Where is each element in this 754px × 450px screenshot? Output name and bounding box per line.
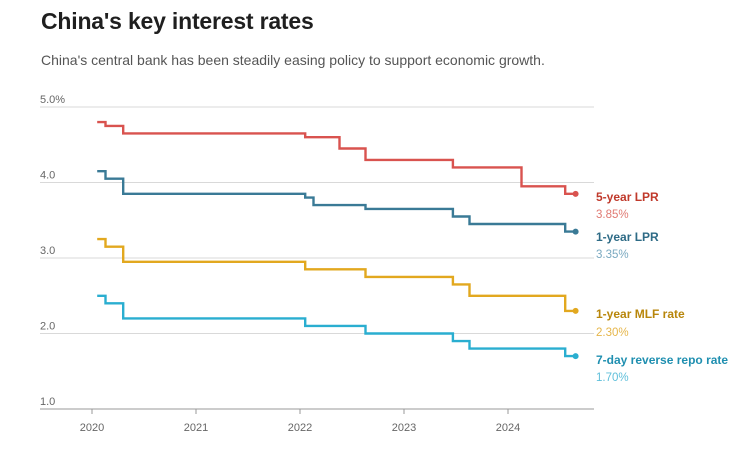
series-line [97,120,576,195]
series-name-label: 1-year LPR [596,230,659,244]
y-tick-label: 1.0 [40,396,55,408]
series-name-label: 5-year LPR [596,190,659,204]
series-value-label: 3.85% [596,209,629,221]
series-value-label: 1.70% [596,372,629,384]
series-endpoint [572,190,579,197]
x-tick-label: 2020 [80,422,104,434]
x-tick-label: 2023 [392,422,416,434]
chart-title: China's key interest rates [41,8,314,34]
y-tick-label: 4.0 [40,170,55,182]
chart-subtitle: China's central bank has been steadily e… [41,52,545,68]
y-tick-label: 2.0 [40,321,55,333]
series-lines [97,120,579,360]
series-line [97,170,576,233]
x-tick-label: 2022 [288,422,312,434]
series-endpoint [572,228,579,235]
series-line [97,237,576,313]
series-endpoint [572,307,579,314]
x-tick-label: 2021 [184,422,208,434]
y-tick-label: 5.0% [40,94,65,106]
grid-lines [40,106,594,410]
x-tick-label: 2024 [496,422,520,434]
y-tick-label: 3.0 [40,245,55,257]
axes: 5.0% 4.0 3.0 2.0 1.0 2020 2021 2022 2023 2024 [40,94,520,434]
series-endpoint [572,353,579,360]
series-line [97,294,576,358]
series-name-label: 7-day reverse repo rate [596,353,728,367]
series-value-label: 2.30% [596,327,629,339]
series-value-label: 3.35% [596,249,629,261]
series-name-label: 1-year MLF rate [596,307,685,321]
series-labels: 5-year LPR 3.85% 1-year LPR 3.35% 1-year MLF… [596,190,728,384]
